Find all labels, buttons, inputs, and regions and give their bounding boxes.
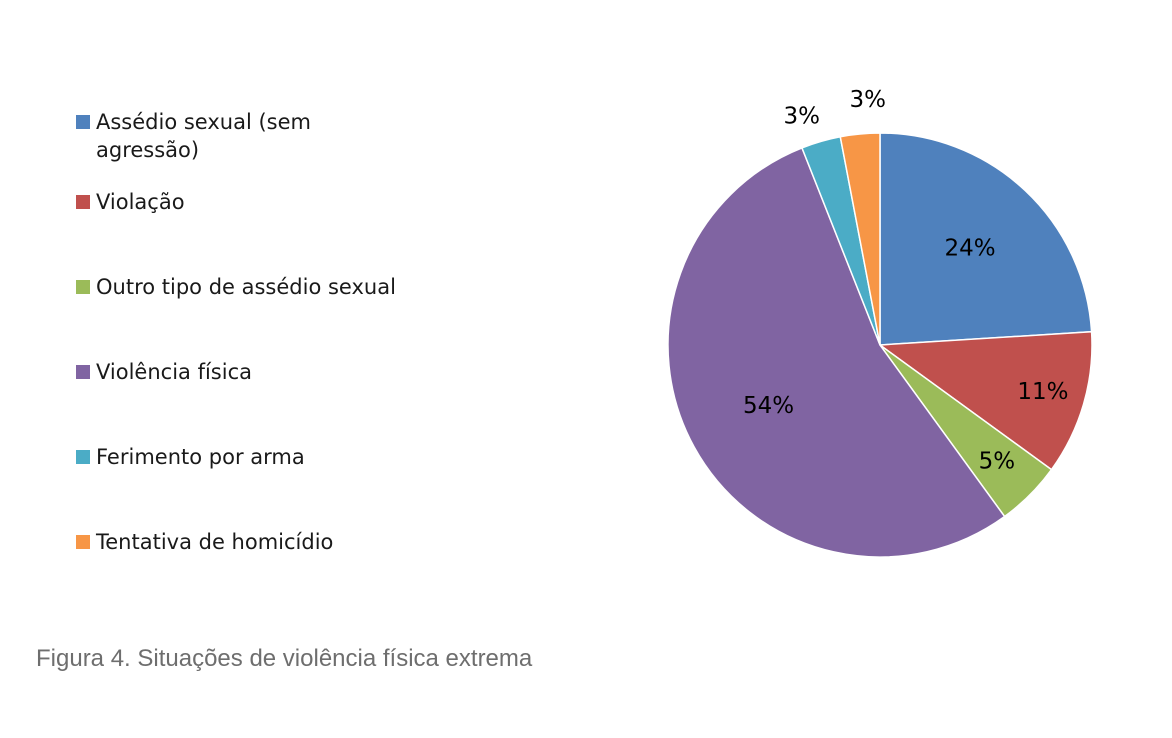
pie-chart: 24% 11% 5% 54% 3% 3% (667, 87, 1093, 558)
slice-value-label: 5% (979, 448, 1016, 474)
legend-label: Tentativa de homicídio (96, 530, 334, 554)
legend-swatch (76, 115, 90, 129)
slice-value-label: 54% (743, 393, 794, 419)
legend-item: Outro tipo de assédio sexual (76, 273, 456, 301)
legend-swatch (76, 365, 90, 379)
legend-label: Assédio sexual (sem agressão) (96, 110, 311, 162)
pie-slice (667, 146, 1006, 558)
slice-value-label: 3% (849, 87, 886, 113)
slice-value-label: 24% (944, 236, 995, 262)
legend-swatch (76, 195, 90, 209)
slice-value-label: 11% (1017, 379, 1068, 405)
pie-slice (877, 330, 1093, 471)
figure-caption: Figura 4. Situações de violência física … (36, 645, 533, 672)
pie-slice (879, 132, 1093, 346)
legend-swatch (76, 535, 90, 549)
legend-item: Assédio sexual (sem agressão) (76, 108, 366, 164)
pie-slice (839, 132, 881, 346)
legend-swatch (76, 450, 90, 464)
legend-swatch (76, 280, 90, 294)
pie-value-labels: 24% 11% 5% 54% 3% 3% (743, 87, 1069, 474)
legend-label: Violência física (96, 360, 252, 384)
legend-label: Outro tipo de assédio sexual (96, 275, 396, 299)
pie-slices (667, 132, 1093, 558)
legend-label: Violação (96, 190, 185, 214)
legend-item: Ferimento por arma (76, 443, 456, 471)
legend-item: Tentativa de homicídio (76, 528, 456, 556)
legend-label: Ferimento por arma (96, 445, 305, 469)
slice-value-label: 3% (784, 104, 821, 130)
legend-item: Violência física (76, 358, 456, 386)
legend-item: Violação (76, 188, 456, 216)
